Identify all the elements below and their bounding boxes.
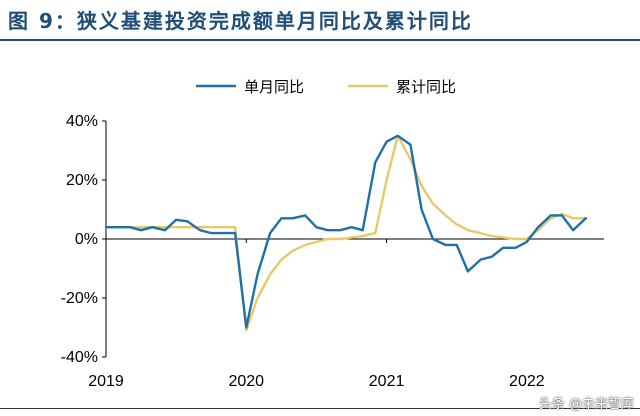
legend-label: 累计同比 — [396, 78, 456, 96]
bottom-rule — [0, 408, 640, 409]
y-tick-label: 20% — [66, 172, 98, 189]
y-tick-label: 40% — [66, 113, 98, 130]
legend-label: 单月同比 — [244, 78, 304, 96]
chart-legend: 单月同比 累计同比 — [196, 78, 456, 96]
x-tick-label: 2022 — [509, 373, 545, 390]
series-line — [104, 134, 587, 332]
watermark: 头条 @未来智库 — [538, 397, 634, 412]
title-rule — [0, 39, 640, 41]
figure-title: 图 9：狭义基建投资完成额单月同比及累计同比 — [8, 9, 473, 33]
series-layer — [104, 134, 587, 332]
y-tick-label: 0% — [75, 231, 98, 248]
y-tick-label: -40% — [61, 349, 98, 366]
x-tick-label: 2021 — [369, 373, 405, 390]
series-line — [104, 134, 587, 329]
chart-axes: -40% -20% 0% 20% 40% 2019 2020 2021 2022 — [61, 113, 604, 390]
y-tick-label: -20% — [61, 290, 98, 307]
x-tick-label: 2020 — [228, 373, 264, 390]
x-tick-label: 2019 — [88, 373, 124, 390]
